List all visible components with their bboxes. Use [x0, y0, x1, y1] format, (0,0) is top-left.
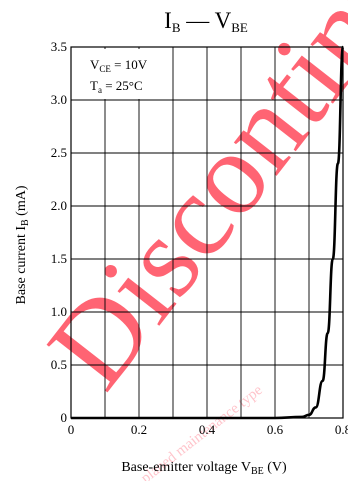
y-axis-label: Base current IB (mA) [14, 185, 31, 304]
conditions-box: VCE = 10V Ta = 25°C [74, 49, 172, 99]
condition-vce: VCE = 10V [90, 57, 148, 74]
y-tick-label: 1.0 [51, 304, 67, 319]
condition-ta: Ta = 25°C [90, 78, 143, 95]
ib-vbe-curve [71, 45, 345, 420]
series-layer [71, 45, 345, 420]
x-tick-label: 0.8 [335, 422, 348, 437]
x-tick-labels: 0 0.2 0.4 0.6 0.8 [68, 422, 348, 437]
x-tick-label: 0.2 [131, 422, 147, 437]
y-tick-label: 3.5 [51, 39, 67, 54]
plot-area [70, 45, 345, 420]
y-tick-label: 1.5 [51, 251, 67, 266]
chart-title: IB — VBE [164, 8, 248, 35]
y-tick-label: 0.5 [51, 357, 67, 372]
y-tick-labels: 0 0.5 1.0 1.5 2.0 2.5 3.0 3.5 [51, 39, 67, 425]
y-tick-label: 2.5 [51, 145, 67, 160]
x-tick-label: 0.4 [199, 422, 216, 437]
y-tick-label: 0 [61, 410, 68, 425]
y-tick-label: 3.0 [51, 92, 67, 107]
x-axis-label: Base-emitter voltage VBE (V) [121, 460, 287, 477]
y-tick-label: 2.0 [51, 198, 67, 213]
x-tick-label: 0.6 [267, 422, 284, 437]
x-tick-label: 0 [68, 422, 75, 437]
grid [71, 47, 343, 418]
